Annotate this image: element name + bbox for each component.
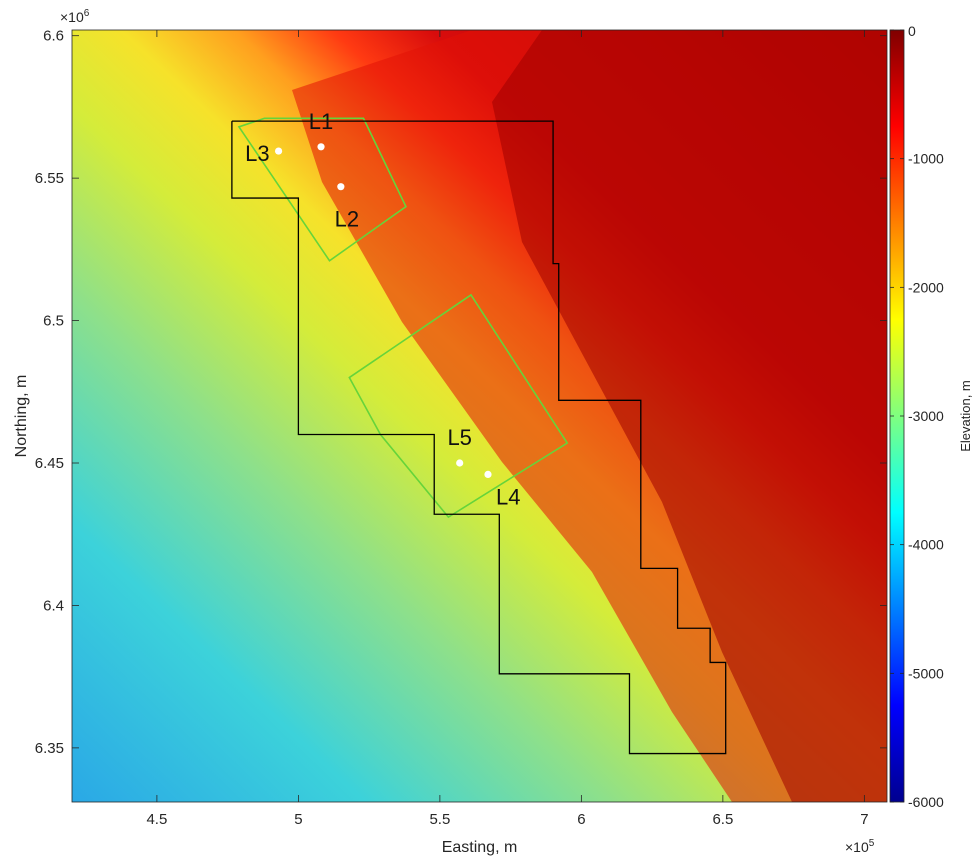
- green-area-1: [237, 117, 407, 262]
- y-tick-label: 6.35: [35, 740, 64, 757]
- y-exponent-power: 6: [84, 8, 90, 19]
- y-tick-label: 6.4: [43, 597, 64, 614]
- y-exponent-base: ×10: [60, 9, 84, 25]
- elevation-colorbar: 0 -1000 -2000 -3000 -4000 -5000 -6000: [889, 23, 944, 810]
- location-label-l5: L5: [447, 425, 471, 450]
- location-label-l4: L4: [496, 484, 520, 509]
- colorbar-tick-label: -1000: [908, 151, 944, 167]
- axes-frame: [71, 29, 888, 803]
- x-axis-label: Easting, m: [442, 839, 518, 856]
- x-tick-label: 5.5: [429, 811, 450, 828]
- y-tick-label: 6.6: [43, 28, 64, 45]
- location-marker-l1: [317, 143, 325, 151]
- x-exponent-power: 5: [869, 838, 875, 849]
- location-label-l1: L1: [309, 109, 333, 134]
- location-label-l3: L3: [245, 141, 269, 166]
- survey-boundary: [231, 120, 727, 755]
- deep-red-region: [492, 30, 887, 802]
- y-tick-label: 6.55: [35, 170, 64, 187]
- colorbar-tick-label: -6000: [908, 794, 944, 810]
- location-marker-l3: [274, 147, 283, 155]
- map-axes: 4.5 5 5.5 6 6.5 7 6.35 6.4 6.45 6.5 6.55 6.6: [35, 28, 888, 828]
- location-marker-l2: [337, 183, 345, 191]
- x-tick-label: 6.5: [712, 811, 733, 828]
- colorbar-tick-label: -3000: [908, 408, 944, 424]
- colorbar-tick-label: -5000: [908, 665, 944, 681]
- y-axis-exponent: ×106: [60, 8, 90, 25]
- colorbar-tick-label: -4000: [908, 537, 944, 553]
- map-overlays: L1 L2 L3 L4 L5: [231, 109, 727, 755]
- location-label-l2: L2: [335, 207, 359, 232]
- x-axis-exponent: ×105: [845, 838, 875, 855]
- y-tick-label: 6.5: [43, 313, 64, 330]
- x-tick-label: 4.5: [146, 811, 167, 828]
- green-area-2: [348, 293, 569, 519]
- x-tick-label: 7: [860, 811, 868, 828]
- colorbar-label: Elevation, m: [958, 380, 973, 452]
- plot-area: [72, 30, 887, 802]
- colorbar-tick-label: -2000: [908, 279, 944, 295]
- location-marker-l5: [456, 459, 464, 467]
- x-exponent-base: ×10: [845, 839, 869, 855]
- location-marker-l4: [484, 470, 492, 478]
- y-tick-label: 6.45: [35, 455, 64, 472]
- colorbar-tick-label: 0: [908, 23, 916, 39]
- y-axis-label: Northing, m: [13, 375, 30, 458]
- x-tick-label: 5: [294, 811, 302, 828]
- x-tick-label: 6: [577, 811, 585, 828]
